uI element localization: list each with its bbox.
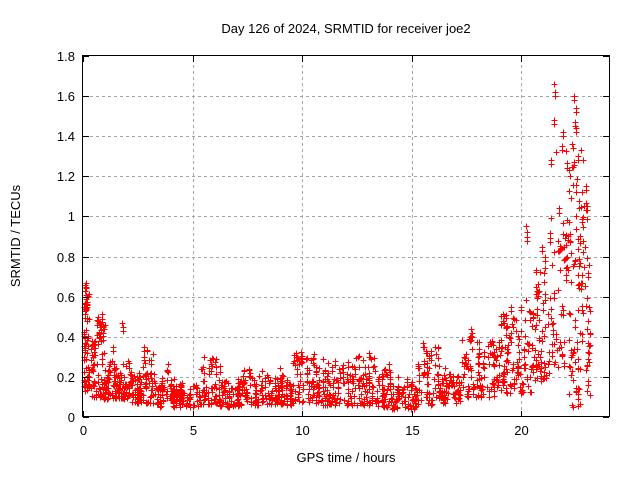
y-tick-label: 1.2	[57, 169, 75, 184]
y-tick-label: 1.8	[57, 49, 75, 64]
y-tick-labels: 0 0.2 0.4 0.6 0.8 1 1.2 1.4 1.6 1.8	[57, 49, 75, 425]
scatter-plus-markers	[81, 81, 594, 413]
x-tick-label: 20	[514, 423, 528, 438]
x-tick-label: 15	[405, 423, 419, 438]
x-tick-labels: 0 5 10 15 20	[80, 423, 529, 438]
y-tick-label: 0.2	[57, 370, 75, 385]
x-tick-label: 5	[190, 423, 197, 438]
y-tick-label: 0.4	[57, 330, 75, 345]
x-axis-label: GPS time / hours	[297, 450, 396, 465]
plot-border	[82, 55, 610, 417]
y-tick-label: 1	[68, 209, 75, 224]
y-tick-label: 0	[68, 410, 75, 425]
y-axis-label: SRMTID / TECUs	[8, 184, 23, 287]
y-tick-label: 0.8	[57, 250, 75, 265]
x-tick-label: 0	[80, 423, 87, 438]
data-points	[81, 81, 594, 413]
y-tick-label: 1.6	[57, 89, 75, 104]
y-tick-label: 0.6	[57, 290, 75, 305]
chart-title: Day 126 of 2024, SRMTID for receiver joe…	[221, 21, 470, 36]
grid-lines	[90, 63, 602, 410]
y-tick-label: 1.4	[57, 129, 75, 144]
x-tick-label: 10	[295, 423, 309, 438]
